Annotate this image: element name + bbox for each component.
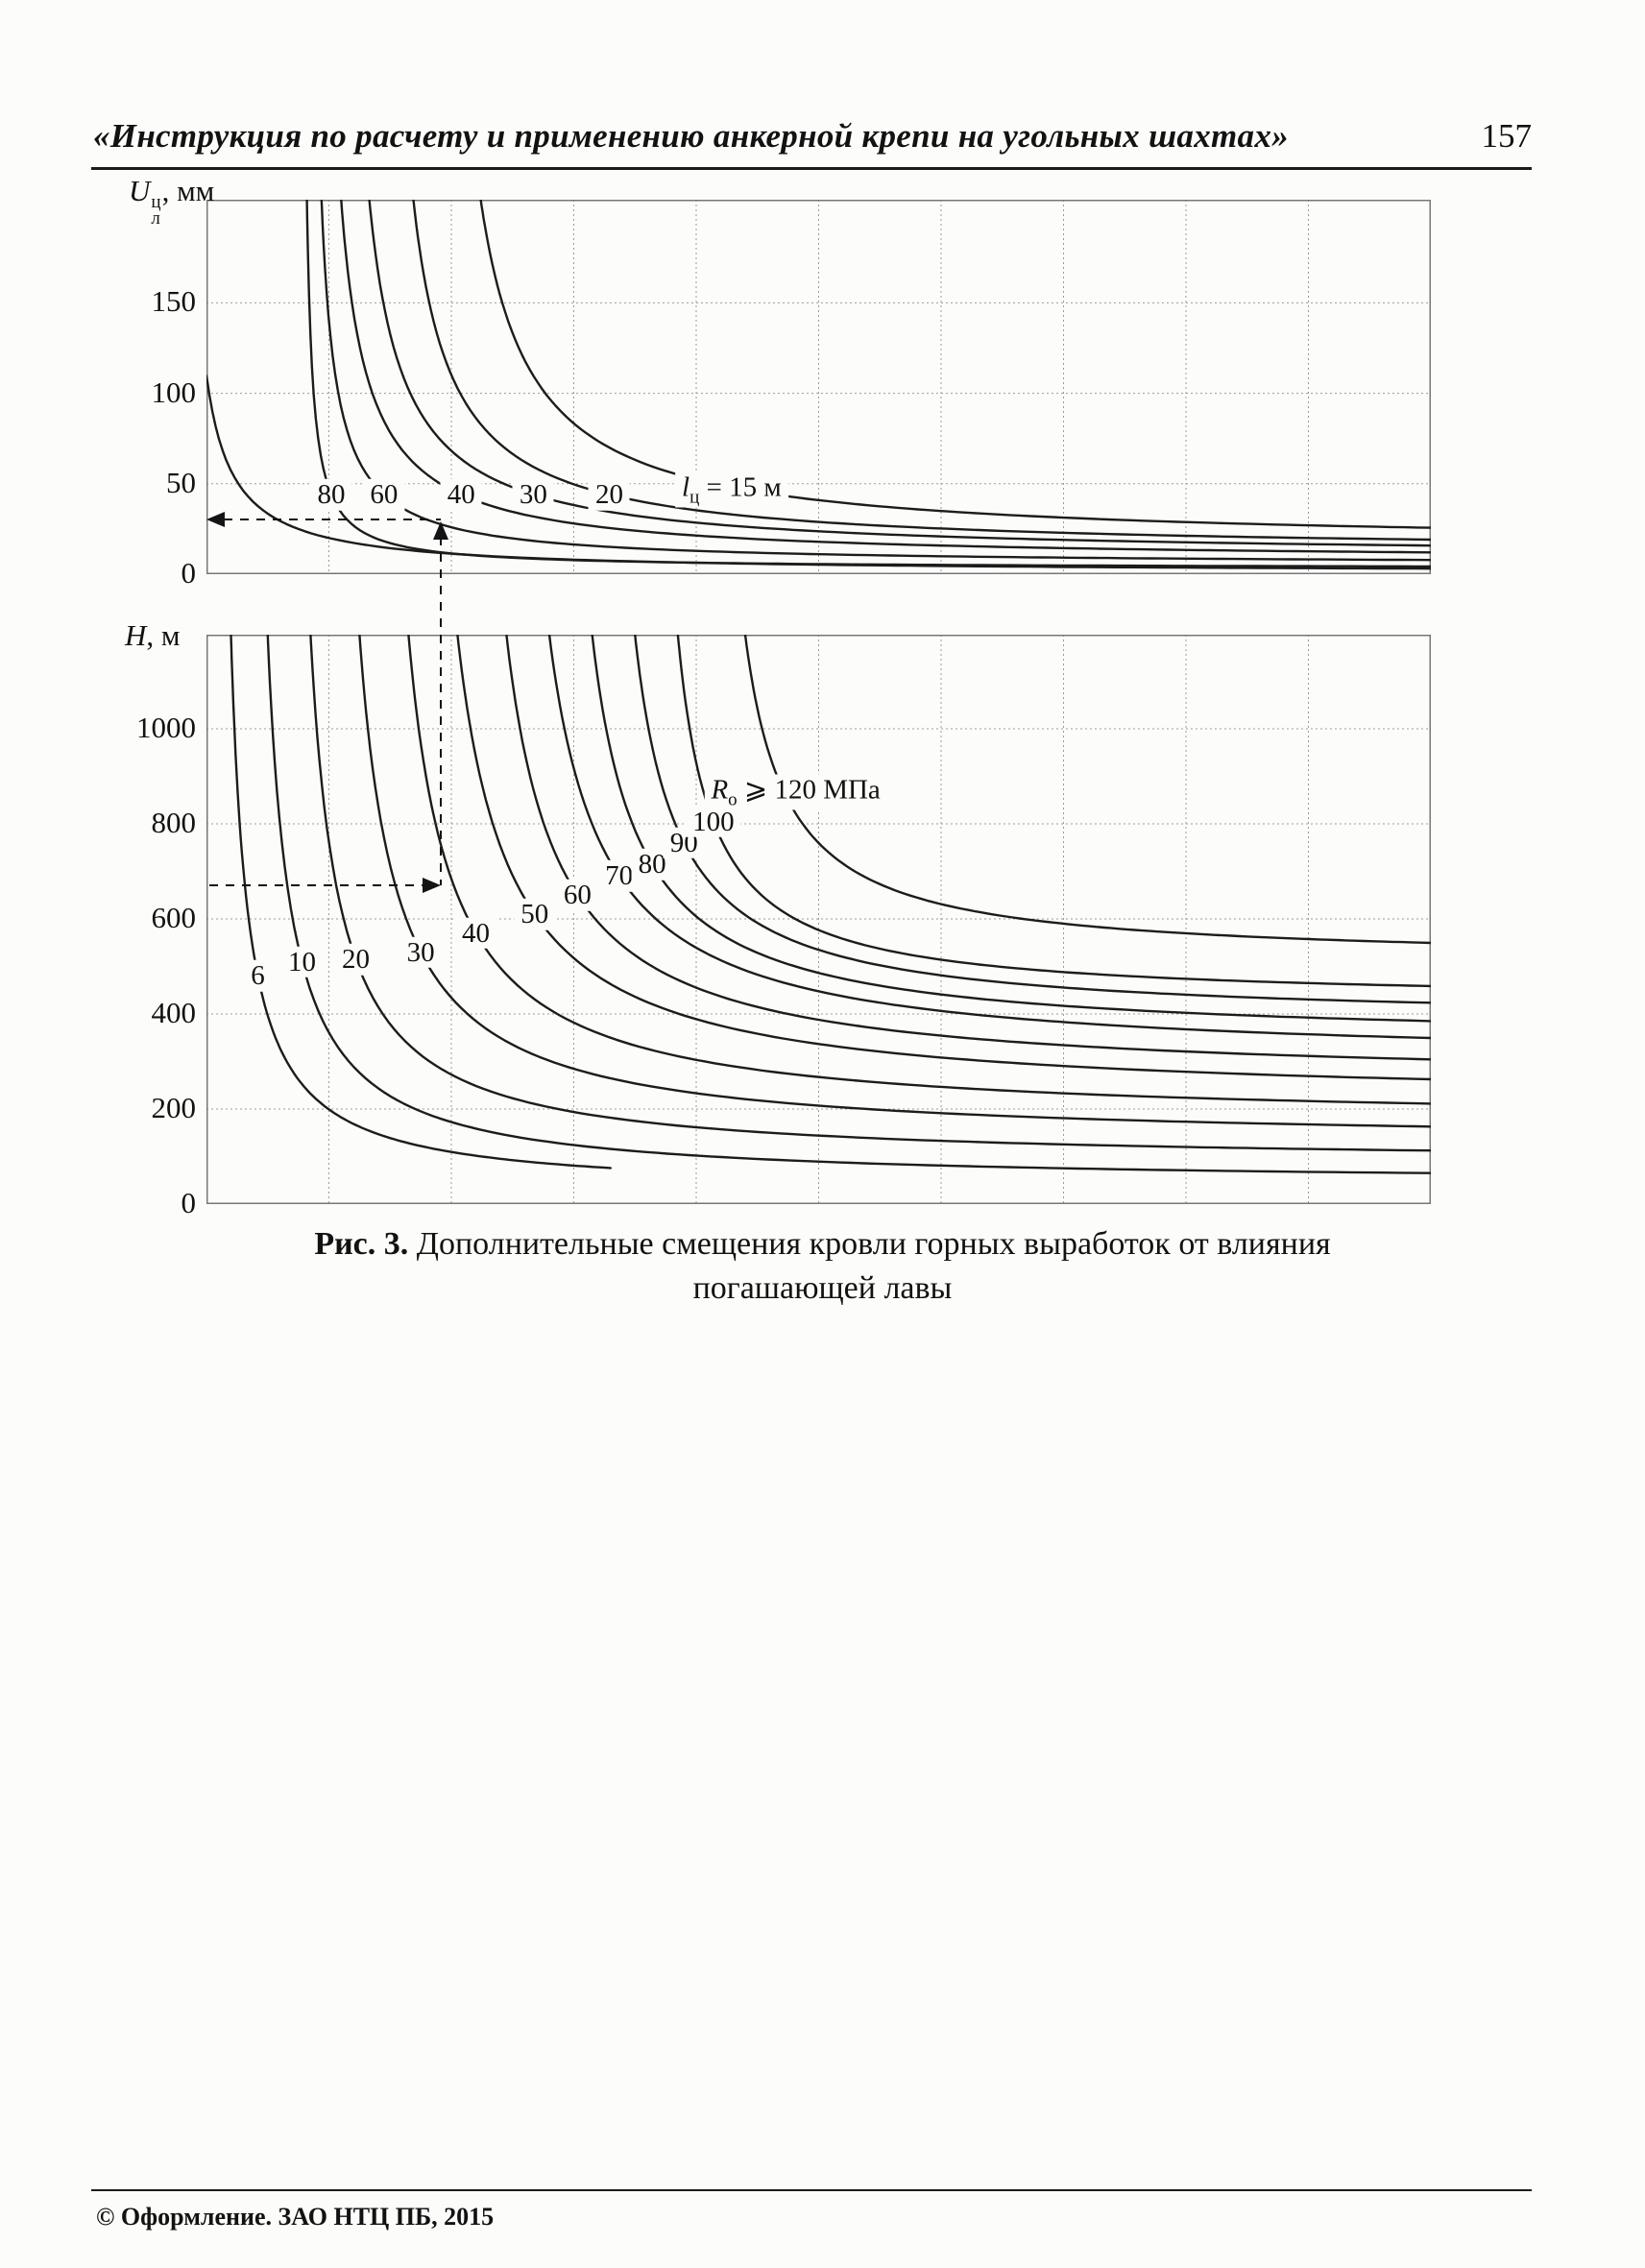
curve-unlabeled — [206, 374, 1431, 570]
curve-label-l-c-15: lц = 15 м — [675, 471, 788, 508]
ytick-upper-50: 50 — [166, 465, 196, 499]
curve-label-lower-40: 40 — [455, 917, 496, 950]
curve-label-upper-40: 40 — [440, 478, 482, 511]
curve-10 — [266, 635, 1431, 1174]
curve-70 — [547, 635, 1431, 1040]
axis-var-h: H — [125, 618, 147, 652]
curve-90 — [634, 635, 1431, 1004]
copyright-footer: © Оформление. ЗАО НТЦ ПБ, 2015 — [96, 2203, 495, 2231]
running-title: «Инструкция по расчету и применению анке… — [93, 117, 1289, 155]
curve-30 — [368, 200, 1431, 547]
ytick-lower-0: 0 — [181, 1186, 197, 1219]
lower-chart-plot — [206, 635, 1431, 1204]
plot-border — [206, 635, 1431, 1204]
lower-entry-guide-line — [209, 884, 423, 887]
ytick-lower-400: 400 — [151, 996, 197, 1029]
figure-caption-prefix: Рис. 3. — [314, 1226, 409, 1262]
curve-label-upper-80: 80 — [310, 478, 352, 511]
curve-label-R-120: Rо ⩾ 120 МПа — [704, 774, 887, 810]
nomogram-vertical-arrow — [433, 521, 449, 541]
curve-label-upper-20: 20 — [588, 478, 630, 511]
header-rule — [91, 167, 1532, 170]
curve-label-lower-10: 10 — [280, 946, 323, 977]
page-number: 157 — [1481, 117, 1533, 155]
ytick-upper-100: 100 — [151, 374, 197, 409]
curve-60 — [505, 635, 1431, 1061]
curve-label-lower-60: 60 — [556, 880, 598, 911]
curve-30 — [358, 635, 1431, 1128]
curve-40 — [340, 200, 1431, 554]
curve-label-lower-100: 100 — [686, 806, 741, 837]
figure-caption-line2: погашающей лавы — [692, 1270, 953, 1306]
ytick-lower-800: 800 — [151, 806, 197, 839]
figure-caption-text: Дополнительные смещения кровли горных вы… — [416, 1226, 1331, 1262]
curve-label-lower-50: 50 — [514, 898, 556, 930]
ytick-upper-0: 0 — [181, 556, 197, 590]
curve-label-upper-60: 60 — [363, 478, 405, 511]
ytick-lower-200: 200 — [151, 1091, 197, 1124]
ytick-lower-1000: 1000 — [136, 711, 196, 744]
curve-50 — [456, 635, 1431, 1081]
curve-40 — [407, 635, 1431, 1105]
curve-80 — [591, 635, 1431, 1023]
curve-20 — [309, 635, 1431, 1152]
curve-label-upper-30: 30 — [512, 478, 554, 511]
curve-6 — [230, 635, 612, 1170]
figure-caption-line1: Рис. 3. Дополнительные смещения кровли г… — [0, 1223, 1645, 1266]
curve-20 — [412, 200, 1431, 542]
lower-entry-arrow — [423, 878, 442, 894]
curve-label-lower-6: 6 — [244, 960, 272, 992]
upper-reading-guide-line — [224, 519, 442, 521]
lower-y-axis-title: H, м — [125, 618, 181, 652]
ytick-lower-600: 600 — [151, 901, 197, 934]
curve-100 — [676, 635, 1431, 988]
nomogram-vertical-guide-line — [440, 537, 443, 886]
lower-chart-canvas — [206, 635, 1431, 1204]
footer-rule — [91, 2189, 1532, 2191]
upper-reading-arrow — [206, 512, 225, 528]
ytick-upper-150: 150 — [151, 284, 197, 319]
axis-var-u: U — [129, 174, 151, 207]
curve-label-lower-30: 30 — [399, 936, 442, 968]
curve-80 — [305, 200, 1431, 568]
curve-label-lower-20: 20 — [335, 943, 377, 976]
page-header: «Инструкция по расчету и применению анке… — [93, 117, 1532, 156]
